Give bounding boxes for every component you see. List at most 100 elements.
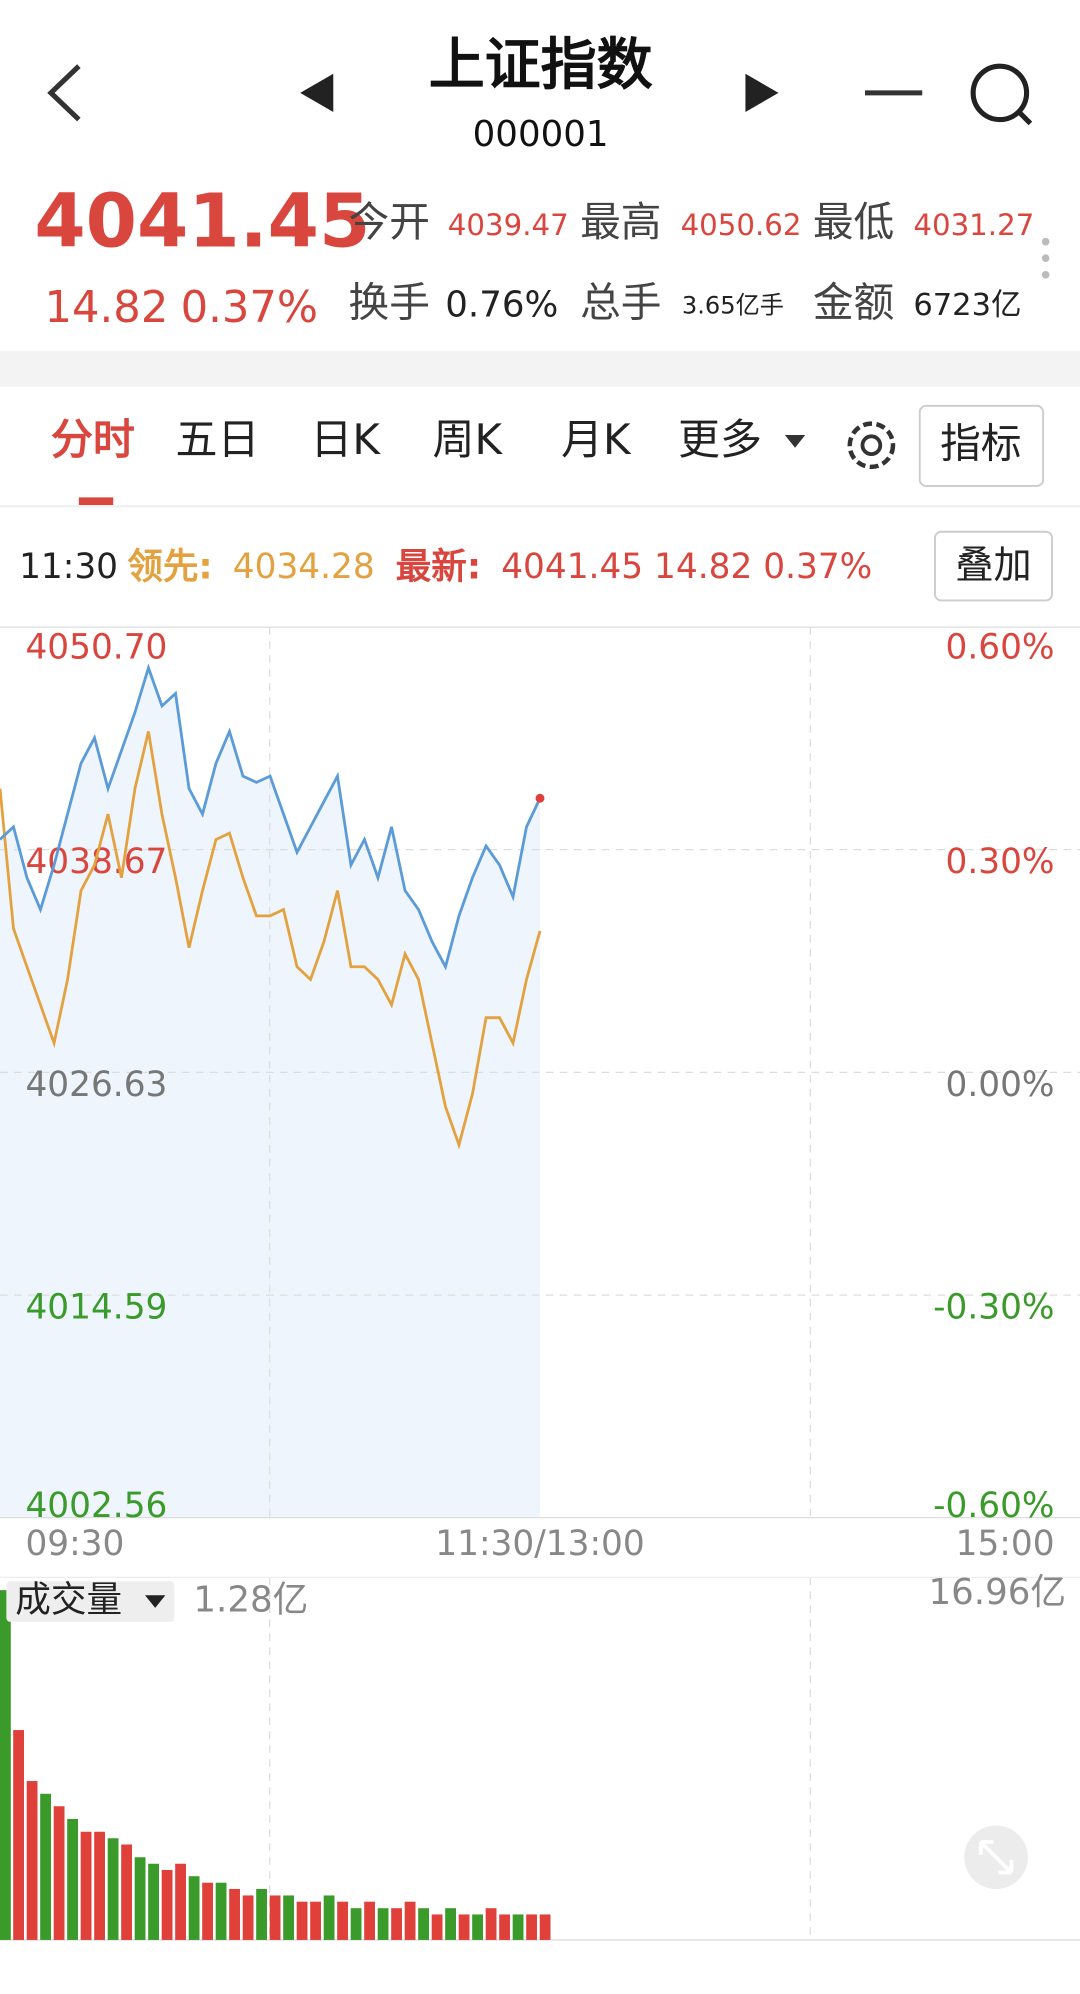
tab[interactable]: 分时 [51,415,135,464]
back-button[interactable] [47,64,81,122]
volume-bar [229,1888,240,1940]
volume-bar [512,1914,524,1940]
field-label: 换手 [349,278,430,326]
volume-bar [0,1590,11,1940]
volume-bar [148,1863,159,1940]
latest-value: 4041.45 14.82 0.37% [501,547,872,587]
tab[interactable]: 五日 [176,415,260,464]
tab[interactable]: 日K [310,415,381,464]
overlay-button-label: 叠加 [955,543,1031,587]
volume-total: 16.96亿 [928,1572,1066,1613]
x-tick-label: 11:30/13:00 [435,1524,644,1564]
volume-max-label: 1.28亿 [193,1580,308,1621]
field-label: 最高 [580,198,661,246]
line [0,731,542,1150]
volume-bar [67,1818,78,1940]
tab[interactable]: 更多 [678,415,762,464]
tab[interactable]: 周K [433,415,504,464]
volume-bar [350,1908,362,1940]
search-button[interactable] [970,63,1033,126]
volume-bar [80,1831,92,1940]
tab[interactable]: 月K [561,415,632,464]
volume-bar [283,1895,294,1940]
settings-button[interactable] [847,421,896,470]
next-button[interactable] [745,73,779,112]
lead-value: 4034.28 [233,547,375,587]
y2-tick-label: 0.60% [945,627,1054,667]
volume-bar [418,1908,429,1940]
quote-fields: 今开 4039.47 最高 4050.62 最低 4031.27 换手 0.76… [349,198,1035,326]
volume-bar [26,1781,38,1940]
volume-bar [458,1914,470,1940]
more-dots[interactable] [1041,237,1050,279]
volume-bar [323,1895,335,1940]
more-arrow [784,435,806,448]
volume-chart: 1.28亿 [0,1576,1080,1941]
volume-bar [161,1869,173,1940]
field-label: 最低 [813,198,894,246]
indicator-button[interactable] [918,404,1045,487]
volume-bar [107,1838,119,1940]
code: 000001 [473,114,609,155]
percent: 0.37% [181,283,318,333]
prev-button[interactable] [300,73,334,112]
price: 4041.45 [34,179,370,264]
field-label: 金额 [813,278,894,326]
volume-bar [175,1863,186,1940]
volume-bar [526,1914,537,1940]
last-point [535,793,545,803]
volume-bar [215,1882,227,1940]
x-tick-label: 15:00 [956,1524,1055,1564]
volume-bar [377,1908,389,1940]
volume-bar [472,1914,483,1940]
volume-title: 成交量 [15,1580,122,1621]
y2-tick-label: 0.30% [945,842,1054,882]
volume-bar [121,1844,132,1940]
overlay-button[interactable] [934,530,1053,602]
volume-bar [445,1908,456,1940]
volume-bar [337,1901,348,1940]
field-value: 6723亿 [913,288,1021,323]
volume-bar [53,1806,65,1940]
volume-bar [202,1882,213,1940]
field-value: 4031.27 [913,208,1034,242]
field-value: 3.65亿手 [682,292,784,320]
volume-bar [40,1793,51,1940]
volume-bar [134,1857,146,1940]
change: 14.82 [45,283,169,333]
volume-bar [404,1901,416,1940]
volume-bar [94,1831,105,1940]
latest-name: 最新: [396,547,481,588]
volume-bar [256,1888,267,1940]
volume-bar [310,1901,321,1940]
volume-bar [431,1914,443,1940]
x-tick-label: 09:30 [25,1524,124,1564]
volume-selector[interactable] [6,1581,175,1622]
volume-bar [269,1895,281,1940]
volume-bar [539,1914,551,1940]
volume-bar [485,1908,497,1940]
line [0,663,542,971]
volume-bar [296,1901,308,1940]
expand-button[interactable] [964,1825,1028,1890]
tab-bar: 分时 五日 日K 周K 月K 更多 [51,415,762,464]
volume-bar [13,1730,24,1940]
separator [0,351,1080,387]
volume-bar [188,1876,200,1940]
info-time: 11:30 [19,547,118,587]
volume-bar [364,1901,375,1940]
volume-bar [391,1908,402,1940]
active-tab-indicator [78,497,114,506]
indicator-button-label: 指标 [940,420,1021,468]
price-chart: 4050.704038.674026.634014.594002.560.60%… [0,626,1080,1564]
volume-bar [499,1914,510,1940]
field-value: 4039.47 [448,208,569,242]
y2-tick-label: -0.60% [933,1486,1054,1526]
y-tick-label: 4014.59 [25,1288,167,1328]
field-value: 0.76% [445,285,558,326]
title: 上证指数 [429,33,653,98]
y2-tick-label: 0.00% [945,1065,1054,1105]
volume-bar [242,1895,254,1940]
field-label: 今开 [349,198,430,246]
